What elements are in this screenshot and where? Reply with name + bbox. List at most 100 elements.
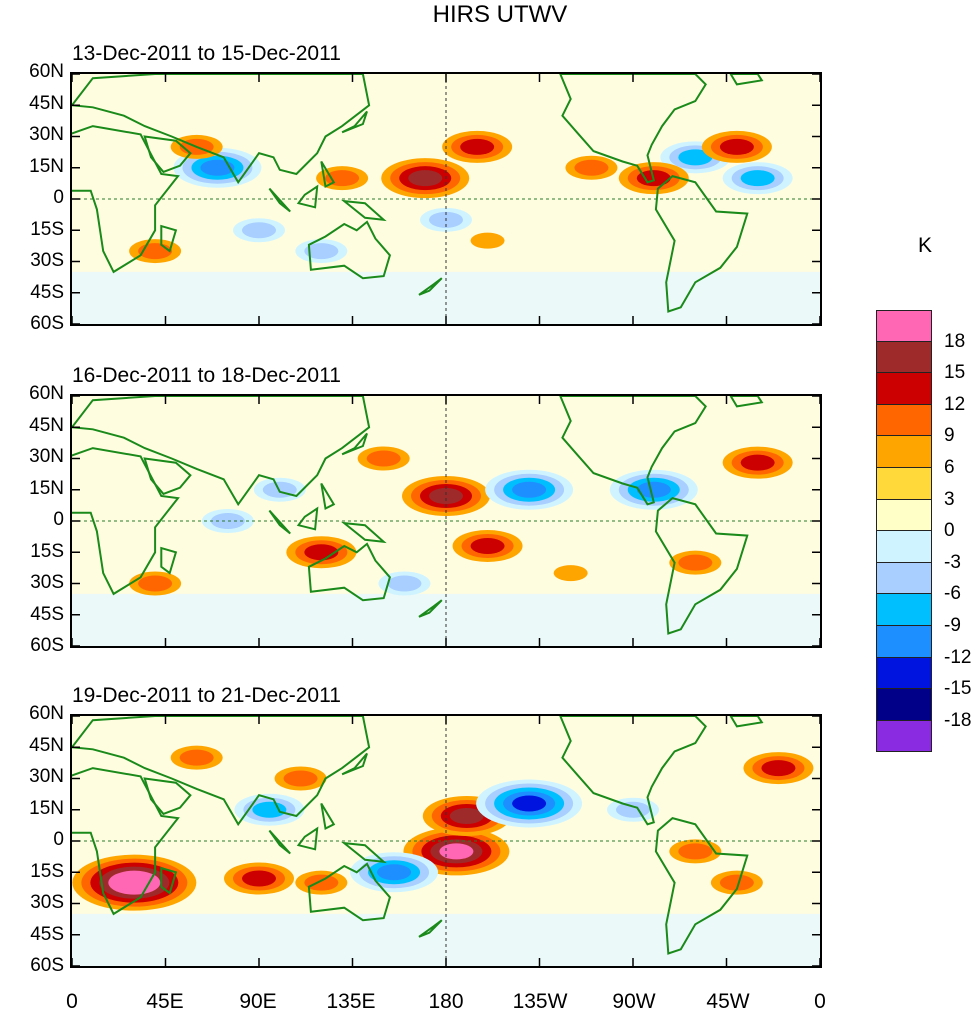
coastline [559,74,707,184]
colorbar-swatch [876,341,932,374]
anomaly-contour [761,760,796,777]
anomaly-contour [574,159,609,176]
lon-label: 135W [512,990,568,1013]
anomaly-contour [616,801,650,818]
coastline [143,777,192,816]
coastline [160,546,178,575]
coastline [143,135,192,174]
lon-label: 135E [326,990,376,1013]
anomaly-contour [678,149,713,166]
colorbar-swatch [876,310,932,342]
coastline [729,716,764,728]
lat-label: 0 [53,187,64,208]
anomaly-contour [242,870,276,887]
map-plot [70,714,822,968]
anomaly-contour [200,159,235,176]
coastline [320,160,336,189]
lat-label: 60S [30,313,64,334]
coastline [296,826,319,851]
coastline [418,919,443,938]
anomaly-contour [429,488,463,504]
figure-title: HIRS UTWV [432,1,568,28]
coastline [418,599,443,618]
coastline [341,752,368,776]
lat-label: 15N [29,477,64,499]
colorbar-swatch [876,594,932,626]
colorbar-swatch [876,499,932,532]
lat-label: 30N [29,766,64,787]
coastline [268,509,291,535]
anomaly-contour [304,243,339,260]
colorbar-label: 18 [944,330,966,352]
lat-label: 15S [30,540,64,562]
anomaly-contour [719,874,754,891]
coastline [296,184,319,209]
anomaly-contour [304,874,339,891]
colorbar-label: -18 [944,709,972,731]
colorbar-label: 3 [944,488,955,510]
colorbar-label: 0 [944,520,955,542]
anomaly-contour [460,138,495,155]
anomaly-contour [512,481,547,498]
anomaly-contour [470,232,505,249]
coastline [307,862,392,922]
anomaly-contour [636,481,671,498]
anomaly-contour [283,770,318,787]
coastline [72,716,371,827]
lat-label: 45S [30,281,64,303]
lat-label: 15S [30,860,64,882]
colorbar-label: -12 [944,646,972,668]
anomaly-contour [719,138,754,155]
anomaly-map [72,716,820,966]
coastline [341,110,368,134]
lon-label: 180 [428,990,464,1013]
anomaly-contour [470,538,505,554]
coastline [340,841,387,864]
coastline [729,74,764,86]
anomaly-contour [242,222,276,239]
colorbar-swatch [876,531,932,563]
lat-label: 45S [30,923,64,945]
anomaly-contour [366,450,401,467]
lat-label: 30N [29,446,64,467]
lon-label: 45W [706,990,750,1013]
lat-label: 45S [30,603,64,625]
colorbar-label: 9 [944,425,955,447]
anomaly-contour [408,170,443,187]
map-plot [70,72,822,326]
colorbar-label: 6 [944,457,955,478]
colorbar-label: -15 [944,678,972,700]
panel-date-range: 16-Dec-2011 to 18-Dec-2011 [72,364,341,387]
coastline [72,74,371,185]
coastline [268,187,291,213]
colorbar-swatch [876,404,932,437]
colorbar-label: -6 [944,583,961,605]
colorbar [876,310,932,753]
anomaly-map [72,396,820,646]
lat-label: 45N [29,414,64,436]
coastline [654,816,749,955]
anomaly-contour [553,565,588,582]
anomaly-contour [439,843,474,860]
lat-label: 15N [29,155,64,177]
panel-date-range: 13-Dec-2011 to 15-Dec-2011 [72,42,341,65]
lon-label: 0 [814,990,826,1013]
colorbar-swatch [876,562,932,595]
anomaly-contour [252,801,287,818]
anomaly-contour [377,864,412,881]
lon-label: 45E [146,990,184,1013]
lat-label: 30S [30,892,64,913]
colorbar-swatch [876,373,932,405]
colorbar-swatch [876,720,932,753]
anomaly-contour [210,513,245,529]
coastline [729,396,764,408]
coastline [268,829,291,855]
colorbar-swatch [876,689,932,721]
colorbar-label: -9 [944,615,961,636]
coastline [654,496,749,635]
lat-label: 45N [29,92,64,114]
anomaly-contour [387,575,422,592]
lat-label: 30N [29,124,64,145]
lat-label: 60S [30,955,64,976]
anomaly-contour [179,749,214,766]
